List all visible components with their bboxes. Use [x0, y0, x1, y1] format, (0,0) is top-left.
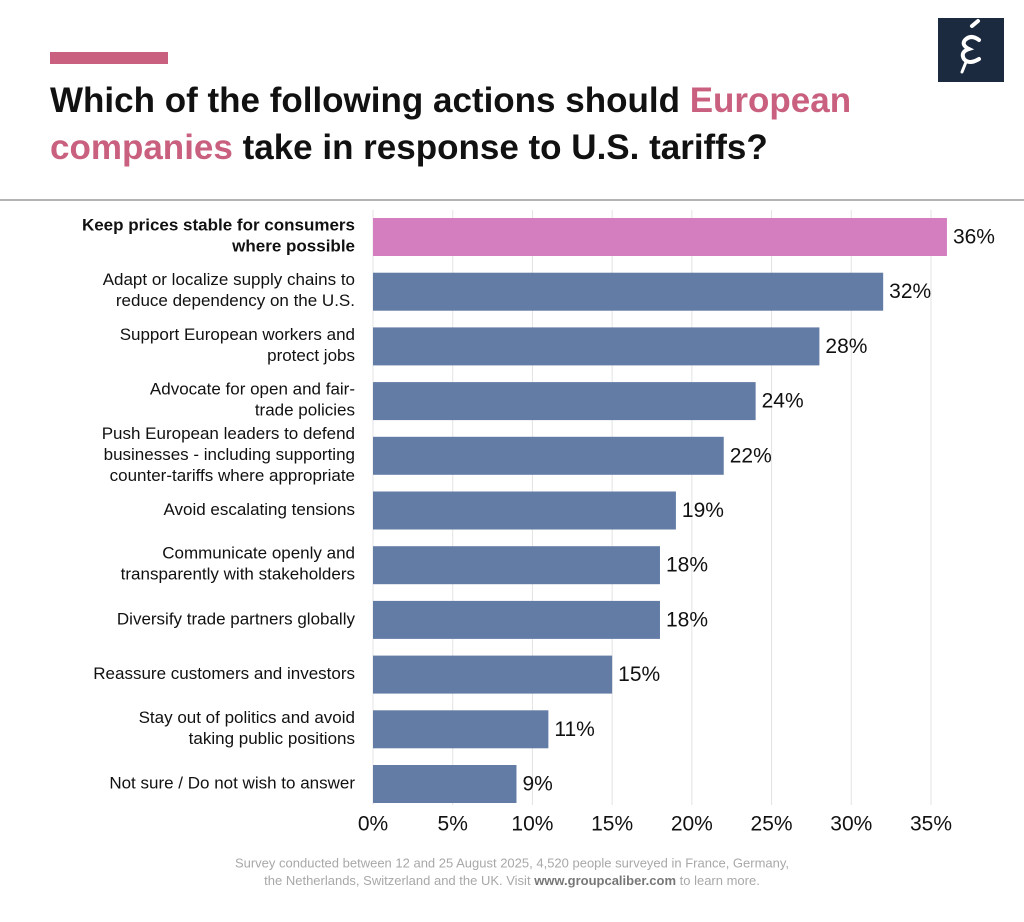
x-tick-label: 0% — [358, 813, 388, 836]
bar — [373, 710, 549, 749]
footnote-part: to learn more. — [676, 873, 760, 888]
category-label: Advocate for open and fair-trade policie… — [150, 380, 355, 420]
bar — [373, 765, 517, 803]
x-tick-label: 5% — [438, 813, 468, 836]
bar — [373, 655, 613, 694]
logo — [938, 18, 1004, 82]
bar — [373, 272, 884, 311]
footnote: the Netherlands, Switzerland and the UK.… — [264, 873, 760, 888]
category-label: Not sure / Do not wish to answer — [109, 773, 355, 792]
category-label: Keep prices stable for consumers where po… — [82, 216, 355, 256]
chart-title: companies take in response to U.S. tarif… — [50, 128, 768, 167]
value-label: 18% — [666, 554, 708, 577]
x-tick-label: 10% — [511, 813, 553, 836]
bar — [373, 600, 660, 639]
value-label: 24% — [762, 390, 804, 413]
title-part: take in response to U.S. tariffs? — [233, 128, 768, 167]
category-label: Reassure customers and investors — [93, 664, 355, 683]
x-tick-label: 35% — [910, 813, 952, 836]
x-tick-label: 15% — [591, 813, 633, 836]
x-tick-label: 25% — [751, 813, 793, 836]
x-tick-label: 30% — [830, 813, 872, 836]
value-label: 15% — [618, 663, 660, 686]
chart-title: Which of the following actions should Eu… — [50, 81, 851, 120]
category-label: Communicate openly and transparently with… — [121, 544, 355, 584]
x-tick-label: 20% — [671, 813, 713, 836]
value-label: 36% — [953, 226, 995, 249]
bar — [373, 491, 676, 530]
footnote: Survey conducted between 12 and 25 Augus… — [235, 855, 789, 870]
title-part: Which of the following actions should — [50, 81, 690, 120]
value-label: 18% — [666, 608, 708, 631]
value-label: 11% — [554, 718, 594, 741]
category-label: Avoid escalating tensions — [163, 500, 355, 519]
bar — [373, 327, 820, 366]
bar — [373, 546, 660, 585]
category-label: Support European workers and protect jobs — [120, 325, 355, 365]
category-label: Adapt or localize supply chains to reduce… — [103, 271, 355, 311]
value-label: 22% — [730, 444, 772, 467]
title-highlight: companies — [50, 128, 233, 167]
bar — [373, 218, 947, 256]
category-label: Diversify trade partners globally — [117, 609, 356, 628]
category-label: Stay out of politics and avoid taking pub… — [139, 708, 355, 748]
value-label: 32% — [889, 280, 931, 303]
value-label: 9% — [522, 773, 552, 796]
bar — [373, 382, 756, 421]
category-label: Push European leaders to defend businesse… — [102, 424, 355, 485]
accent-bar — [50, 52, 168, 64]
value-label: 28% — [825, 335, 867, 358]
value-label: 19% — [682, 499, 724, 522]
footnote-link: www.groupcaliber.com — [533, 873, 676, 888]
bar — [373, 436, 724, 475]
title-highlight: European — [690, 81, 851, 120]
footnote-part: the Netherlands, Switzerland and the UK.… — [264, 873, 534, 888]
